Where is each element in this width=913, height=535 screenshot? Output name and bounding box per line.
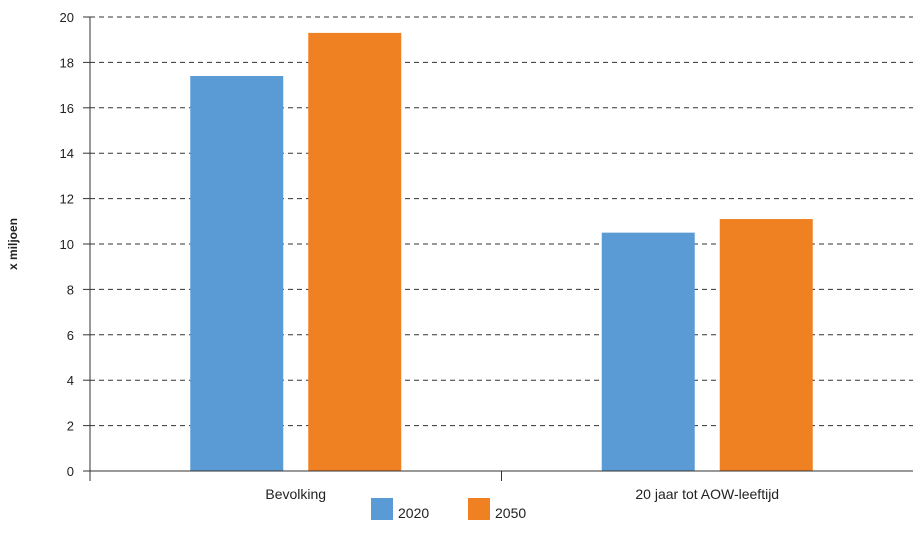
- y-tick-label: 16: [60, 101, 74, 116]
- legend: 2020 2050: [371, 498, 526, 521]
- legend-label-2050: 2050: [495, 505, 526, 521]
- bar-2050-0: [308, 32, 402, 471]
- y-tick-labels: 0 2 4 6 8 10 12 14 16 18 20: [60, 10, 74, 479]
- category-label: 20 jaar tot AOW-leeftijd: [635, 486, 779, 502]
- legend-swatch-2050: [468, 498, 490, 520]
- y-tick-label: 6: [67, 328, 74, 343]
- y-tick-label: 14: [60, 146, 74, 161]
- bars: [190, 32, 813, 472]
- legend-swatch-2020: [371, 498, 393, 520]
- bar-2050-1: [719, 219, 813, 471]
- y-tick-label: 8: [67, 282, 74, 297]
- category-label: Bevolking: [265, 486, 326, 502]
- y-tick-label: 10: [60, 237, 74, 252]
- y-tick-label: 18: [60, 55, 74, 70]
- y-tick-label: 12: [60, 192, 74, 207]
- y-axis-title: x miljoen: [6, 218, 20, 270]
- category-labels: Bevolking 20 jaar tot AOW-leeftijd: [265, 486, 779, 502]
- legend-label-2020: 2020: [398, 505, 429, 521]
- y-tick-label: 20: [60, 10, 74, 25]
- y-tick-label: 2: [67, 419, 74, 434]
- bar-2020-1: [601, 232, 695, 471]
- bar-2020-0: [190, 76, 284, 472]
- y-tick-label: 0: [67, 464, 74, 479]
- axes: [83, 16, 913, 481]
- y-tick-label: 4: [67, 373, 74, 388]
